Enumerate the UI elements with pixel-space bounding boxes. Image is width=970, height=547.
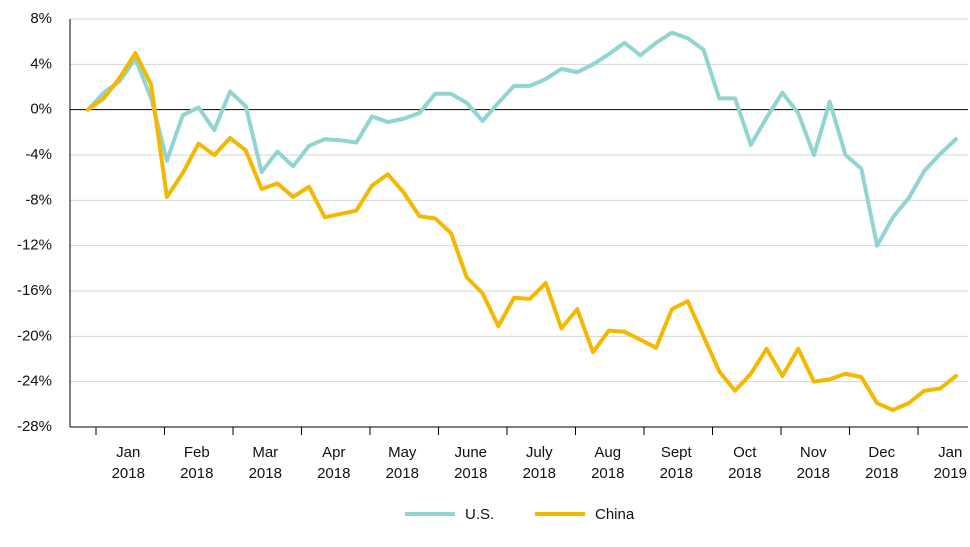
x-tick-label: Apr — [322, 444, 345, 461]
x-tick-label: Mar — [252, 444, 278, 461]
x-tick-label: 2018 — [728, 465, 761, 482]
series-line — [86, 51, 958, 412]
x-tick-label: Jan — [938, 444, 962, 461]
x-tick-label: Nov — [800, 444, 827, 461]
x-tick-label: 2018 — [386, 465, 419, 482]
y-tick-label: -4% — [25, 146, 52, 163]
y-tick-label: 4% — [30, 55, 52, 72]
y-tick-label: -16% — [17, 282, 52, 299]
y-tick-label: -20% — [17, 327, 52, 344]
x-tick-label: Aug — [594, 444, 621, 461]
x-tick-label: 2018 — [797, 465, 830, 482]
x-tick-label: Feb — [184, 444, 210, 461]
x-tick-label: Jan — [116, 444, 140, 461]
legend-label: U.S. — [465, 506, 494, 523]
x-tick-label: 2018 — [523, 465, 556, 482]
x-tick-label: 2018 — [865, 465, 898, 482]
y-tick-label: -12% — [17, 237, 52, 254]
y-tick-label: 0% — [30, 101, 52, 118]
x-tick-label: 2018 — [660, 465, 693, 482]
x-tick-label: July — [526, 444, 553, 461]
x-tick-label: June — [454, 444, 487, 461]
x-tick-label: Dec — [868, 444, 895, 461]
y-tick-label: -8% — [25, 191, 52, 208]
x-tick-label: 2018 — [112, 465, 145, 482]
x-tick-label: Oct — [733, 444, 757, 461]
x-tick-label: 2018 — [249, 465, 282, 482]
y-tick-label: -28% — [17, 418, 52, 435]
x-tick-label: Sept — [661, 444, 693, 461]
y-tick-label: -24% — [17, 373, 52, 390]
x-tick-label: 2018 — [591, 465, 624, 482]
series-line — [86, 30, 958, 248]
x-tick-label: 2018 — [454, 465, 487, 482]
legend-label: China — [595, 506, 635, 523]
y-tick-label: 8% — [30, 10, 52, 27]
x-tick-label: May — [388, 444, 417, 461]
x-tick-label: 2018 — [180, 465, 213, 482]
x-tick-label: 2019 — [934, 465, 967, 482]
x-tick-label: 2018 — [317, 465, 350, 482]
